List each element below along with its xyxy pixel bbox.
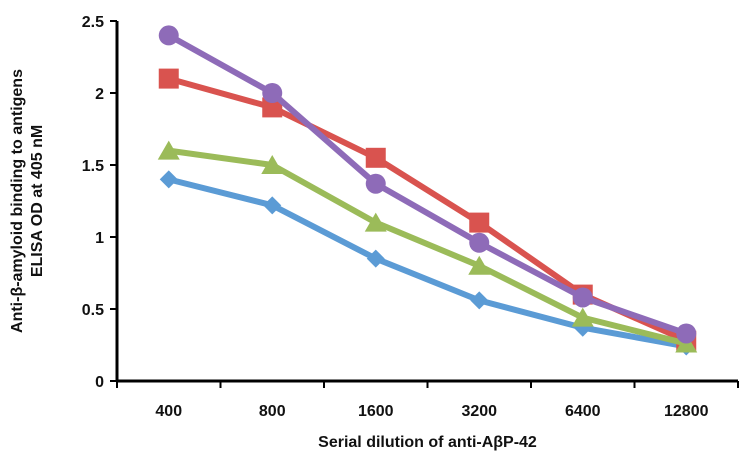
series-0-point-3-diamond-marker — [470, 291, 489, 310]
series-2-point-3-triangle-marker — [468, 255, 491, 275]
series-1-point-3-square-marker — [469, 212, 490, 233]
series-2-point-0-triangle-marker — [157, 140, 180, 160]
series-2-point-2-triangle-marker — [364, 212, 387, 232]
x-tick-label: 1600 — [358, 403, 394, 420]
series-2 — [157, 140, 698, 353]
y-tick-label: 1 — [95, 230, 104, 247]
y-axis-ticks: 0 0.5 1 1.5 2 2.5 — [82, 14, 117, 391]
series-2-line — [165, 147, 690, 347]
series-3-point-4-circle-marker — [572, 287, 593, 308]
y-axis-title-line-2: ELISA OD at 405 nM — [29, 125, 46, 277]
series-3-point-3-circle-marker — [469, 232, 490, 253]
x-axis-ticks: 400 800 1600 3200 6400 12800 — [116, 381, 739, 420]
y-axis-title: Anti-β-amyloid binding to antigens ELISA… — [9, 69, 46, 333]
y-axis-title-line-1: Anti-β-amyloid binding to antigens — [9, 69, 26, 333]
x-tick-label: 12800 — [664, 403, 709, 420]
x-axis-title: Serial dilution of anti-AβP-42 — [318, 434, 537, 451]
x-tick-label: 6400 — [565, 403, 601, 420]
series-1-point-2-square-marker — [365, 147, 386, 168]
series-2-point-1-triangle-marker — [261, 155, 284, 174]
y-tick-label: 0 — [95, 374, 104, 391]
series-3-point-5-circle-marker — [676, 323, 697, 344]
series-0-point-2-diamond-marker — [366, 249, 385, 268]
y-tick-label: 1.5 — [82, 158, 104, 175]
y-tick-label: 2 — [95, 86, 104, 103]
y-tick-label: 2.5 — [82, 14, 104, 31]
series-1-line — [165, 75, 690, 344]
x-tick-label: 800 — [259, 403, 286, 420]
series-2-point-4-triangle-marker — [571, 307, 594, 327]
y-tick-label: 0.5 — [82, 302, 104, 319]
series-1-point-0-square-marker — [158, 68, 179, 89]
series-3 — [158, 25, 697, 344]
series-3-point-1-circle-marker — [262, 83, 283, 103]
series-0-point-0-diamond-marker — [159, 170, 178, 189]
series-1-point-1-square-marker — [262, 97, 283, 118]
x-tick-label: 400 — [155, 403, 182, 420]
series-3-point-0-circle-marker — [158, 25, 179, 46]
series-3-line — [165, 32, 690, 337]
x-tick-label: 3200 — [461, 403, 497, 420]
series-group — [157, 25, 698, 356]
series-0-line — [165, 176, 690, 350]
series-0-point-1-diamond-marker — [263, 196, 282, 215]
series-3-point-2-circle-marker — [365, 173, 386, 194]
